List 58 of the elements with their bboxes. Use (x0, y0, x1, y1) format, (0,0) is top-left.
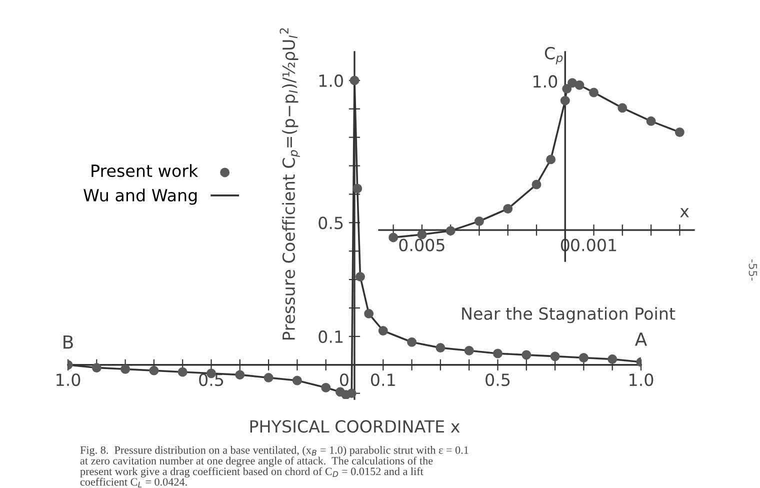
x-tick-label: 0.001 (571, 238, 616, 252)
point (546, 154, 556, 164)
x-tick-label: 0.005 (399, 238, 444, 252)
y-tick-label: 0.1 (318, 330, 343, 343)
point (436, 343, 446, 353)
point (235, 370, 245, 380)
y-tick-label: 1.0 (319, 74, 343, 88)
point (178, 367, 188, 377)
legend-label: Wu and Wang (84, 188, 197, 205)
point (388, 232, 398, 242)
point (503, 204, 513, 214)
text: -55- (748, 259, 758, 281)
point (350, 76, 360, 86)
x-tick-label: 0.5 (486, 373, 510, 386)
point (378, 326, 388, 336)
point (264, 372, 274, 382)
point (560, 96, 570, 106)
point (120, 364, 130, 374)
x-tick-label: 1.0 (630, 373, 654, 386)
point (346, 388, 356, 398)
point (321, 382, 331, 392)
point (608, 354, 618, 364)
point (464, 346, 474, 356)
point (474, 216, 484, 226)
point (574, 80, 584, 90)
point (522, 350, 532, 360)
text: Fig. 8. Pressure distribution on a base ventilated, (x$_{B}$ = 1.0) parabolic strut with ε = 0.1 at zero cavitation number at one degree angle of attack. The calculations of the present work give a drag coefficient based on chord of C$_{D}$ = 0.0152 and a lift coefficient C$_{L}$ = 0.0424. (80, 446, 468, 488)
y-axis-title: Pressure Coefficient C$_{p}$=(p−p$_{I}$)/½ρU$_{I}$$^{2}$ (280, 28, 300, 340)
point (92, 362, 102, 372)
annotation: A (634, 332, 648, 346)
point (674, 127, 684, 137)
legend-label: Present work (92, 164, 198, 178)
point (578, 353, 588, 363)
point (532, 180, 542, 190)
point (407, 337, 417, 347)
x-axis-title: x (680, 208, 689, 218)
point (364, 308, 374, 318)
point (292, 376, 302, 386)
x-tick-label: 0 (340, 373, 348, 386)
point (352, 184, 362, 194)
point (149, 366, 159, 376)
point (417, 230, 427, 240)
x-tick-label: 0.1 (370, 373, 395, 386)
y-axis-title: C$_{p}$ (544, 46, 563, 64)
point (355, 272, 365, 282)
annotation: 1.0 (534, 75, 558, 88)
point (618, 103, 628, 113)
point (493, 348, 502, 358)
x-tick-label: 1.0 (56, 373, 80, 386)
point (446, 226, 456, 236)
annotation: B (64, 335, 73, 349)
point (646, 116, 656, 126)
point (562, 84, 572, 94)
point (550, 352, 560, 362)
x-axis-title: PHYSICAL COORDINATE x (250, 420, 460, 433)
point (589, 88, 599, 98)
y-tick-label: 0.5 (318, 216, 343, 230)
annotation: Near the Stagnation Point (462, 306, 676, 324)
